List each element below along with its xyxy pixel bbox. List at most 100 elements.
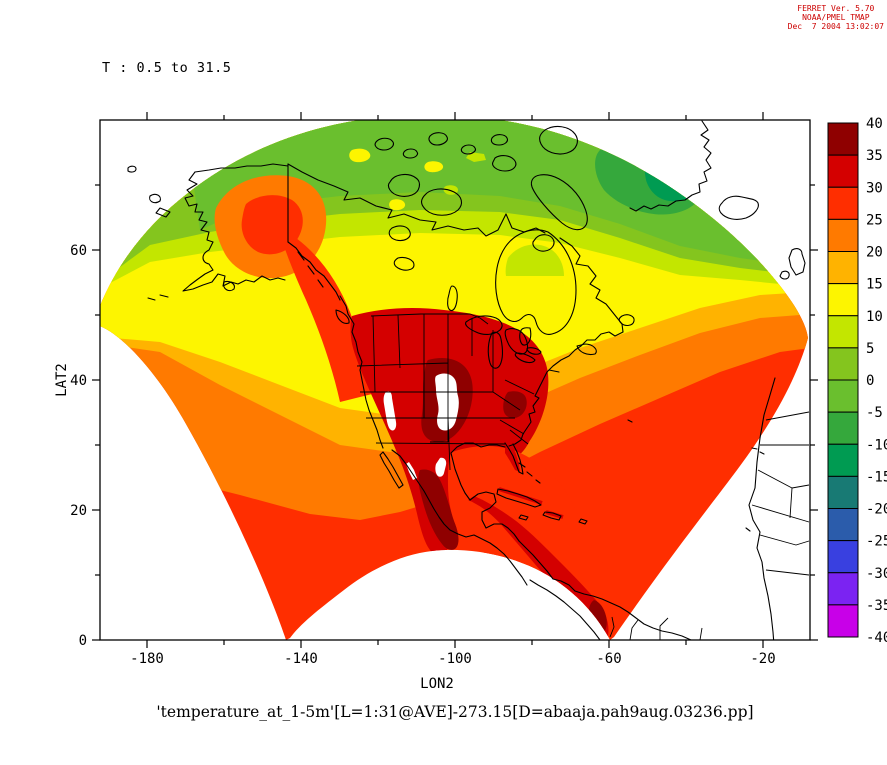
plot-area — [100, 120, 810, 640]
islands-queen-elizabeth — [374, 132, 508, 159]
colorbar-label: -5 — [866, 405, 883, 421]
y-axis-title: LAT2 — [54, 363, 70, 397]
james-bay — [519, 327, 532, 346]
colorbar-label: -30 — [866, 566, 887, 582]
lake-erie — [514, 352, 536, 364]
ferret-version: FERRET Ver. 5.70 — [797, 4, 875, 13]
arctic-ygreen-speck-1 — [466, 152, 486, 162]
bermuda — [627, 419, 633, 423]
coast-central-america-caribbean — [518, 540, 576, 592]
colorbar-segment — [827, 604, 859, 638]
colorbar-label: -10 — [866, 437, 887, 453]
island-banks — [387, 173, 421, 197]
missing-data-sierra — [383, 391, 397, 431]
coast-us-east — [508, 331, 624, 447]
colorbar-segment — [827, 540, 859, 574]
islands-canary — [751, 447, 765, 455]
coast-africa-west — [748, 377, 776, 640]
lake-winnipeg — [447, 285, 458, 312]
colorbar-label: -25 — [866, 534, 887, 550]
tick-label: -20 — [750, 651, 775, 667]
colorbar-label: -15 — [866, 469, 887, 485]
temperature-field — [100, 120, 808, 640]
arctic-yellow-speck-3 — [389, 199, 406, 211]
colorbar-label: 30 — [866, 180, 883, 196]
island-vancouver — [335, 309, 350, 324]
yucatan-peninsula — [469, 491, 520, 542]
island-cuba — [496, 488, 542, 508]
borders-us-states — [356, 314, 535, 471]
colorbar-label: 40 — [866, 116, 883, 132]
colorbar-label: -35 — [866, 598, 887, 614]
aleutian-islands — [147, 294, 169, 301]
colorbar-segment — [827, 508, 859, 542]
island-devon — [492, 155, 517, 172]
lake-michigan — [487, 331, 503, 369]
colorbar-segment — [827, 186, 859, 220]
coast-mexico-west — [391, 449, 528, 586]
coast-canada-arctic — [287, 163, 546, 237]
colorbar-label: 20 — [866, 245, 883, 261]
island-britain-fragment — [779, 248, 806, 280]
lake-great-slave — [393, 256, 415, 271]
axis-ticks — [92, 112, 818, 648]
tick-label: 40 — [70, 373, 87, 389]
missing-data-small-1 — [435, 457, 447, 477]
coast-labrador — [559, 237, 624, 333]
island-puerto-rico — [578, 518, 588, 525]
arctic-yellow-speck-2 — [424, 161, 444, 173]
colorbar-label: 5 — [866, 341, 874, 357]
lake-ontario — [526, 347, 542, 355]
island-kodiak — [223, 280, 235, 292]
colorbar-label: -40 — [866, 630, 887, 646]
baja-peninsula — [379, 451, 404, 489]
coast-southamerica-pacific — [529, 579, 601, 640]
colorbar-segment — [827, 283, 859, 317]
plot-title: T : 0.5 to 31.5 — [102, 60, 232, 76]
colorbar-segment — [827, 379, 859, 413]
island-long-island — [548, 369, 560, 373]
lake-great-bear — [388, 225, 411, 242]
coast-alaska-west — [182, 171, 286, 292]
coast-alaska-panhandle — [287, 241, 341, 301]
colorbar-segment — [827, 411, 859, 445]
island-southampton — [532, 234, 555, 252]
colorbar-segment — [827, 154, 859, 188]
colorbar-segment — [827, 122, 859, 156]
rockies-warm-tongue — [284, 238, 372, 402]
hudson-bay — [495, 229, 577, 335]
ferret-header: FERRET Ver. 5.70 NOAA/PMEL TMAP Dec 7 2004… — [788, 4, 884, 31]
panhandle-islands — [297, 251, 324, 288]
hottest-east-core — [503, 391, 527, 419]
tick-label: -180 — [130, 651, 164, 667]
hudson-bay-water-north — [505, 244, 564, 276]
florida-peninsula — [504, 442, 524, 475]
colorbar-label: 0 — [866, 373, 874, 389]
tick-label: 60 — [70, 243, 87, 259]
colorbar-label: 35 — [866, 148, 883, 164]
x-axis-title: LON2 — [420, 676, 454, 692]
missing-data-colorado — [435, 373, 459, 431]
lake-huron — [504, 328, 529, 355]
island-jamaica — [518, 514, 529, 521]
ferret-org: NOAA/PMEL TMAP — [802, 13, 870, 22]
tick-label: -100 — [438, 651, 472, 667]
coast-gulf — [450, 442, 506, 501]
colorbar-label: 10 — [866, 309, 883, 325]
colorbar-segment — [827, 475, 859, 509]
island-hispaniola — [542, 511, 562, 521]
tick-label: -140 — [284, 651, 318, 667]
colorbar-segment — [827, 315, 859, 349]
colorbar-label: 15 — [866, 277, 883, 293]
island-iceland — [718, 195, 759, 220]
island-newfoundland — [618, 314, 635, 326]
colorbar: 40 35 30 25 20 15 10 5 0 -5 -10 -15 -20 -25 -30 -35 -40 — [827, 116, 887, 646]
tick-label: -60 — [596, 651, 621, 667]
hottest-mexico-core — [418, 469, 459, 550]
islands-cape-verde — [745, 527, 751, 532]
coast-greenland — [629, 120, 712, 212]
colorbar-segment — [827, 218, 859, 252]
borders-southamerica — [609, 616, 703, 640]
colorbar-segment — [827, 251, 859, 285]
